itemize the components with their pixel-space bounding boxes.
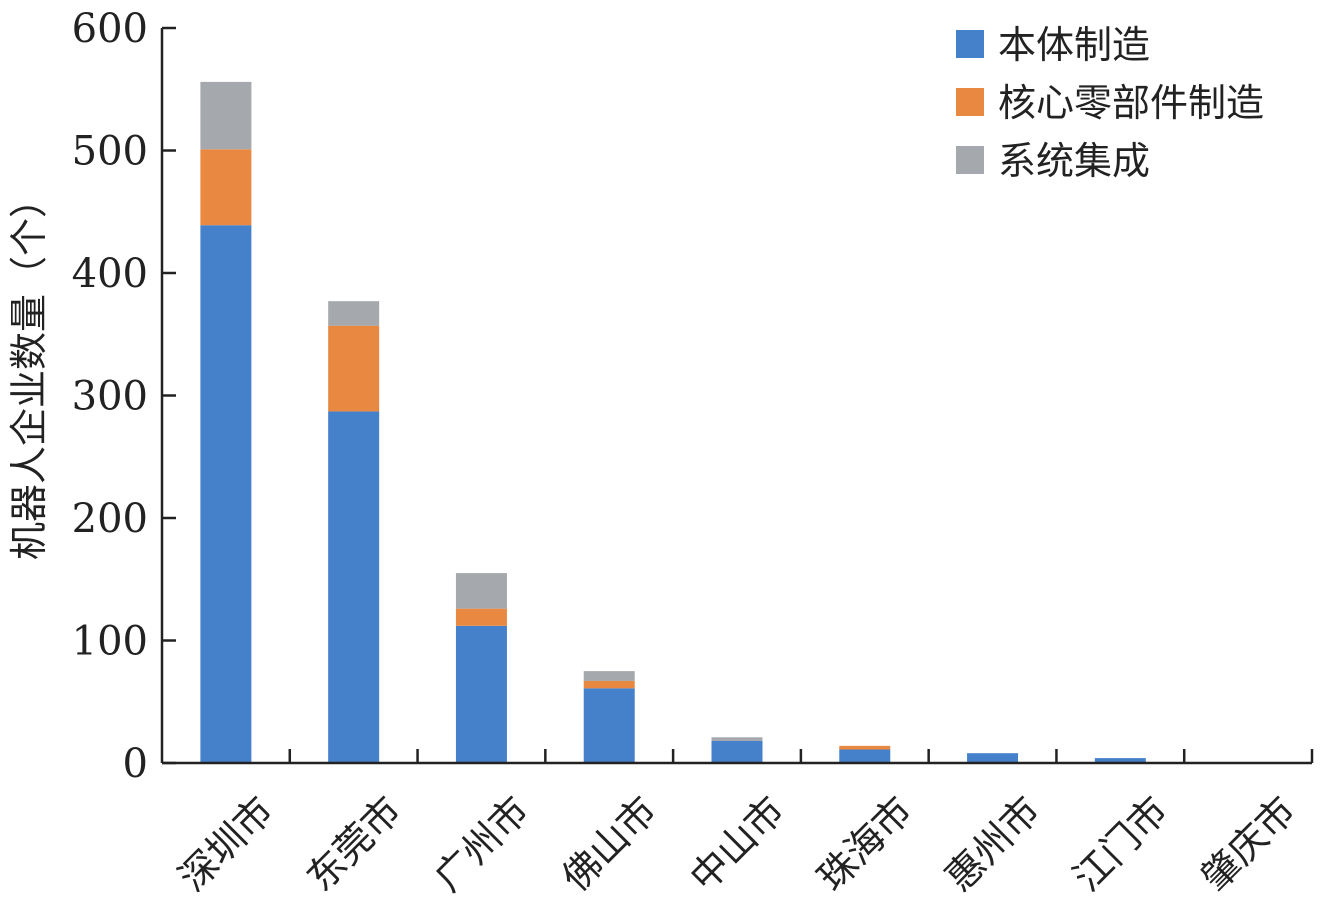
bar-segment [328, 411, 380, 763]
y-tick-label: 600 [72, 6, 148, 52]
bar-segment [200, 81, 252, 150]
bar-segment [328, 325, 380, 412]
legend-label: 核心零部件制造 [998, 81, 1264, 125]
y-axis-label: 机器人企业数量（个） [7, 180, 51, 560]
bar-segment [839, 749, 891, 763]
legend-swatch [956, 88, 984, 116]
y-tick-label: 100 [72, 619, 148, 665]
bar-segment [455, 608, 507, 626]
legend-label: 本体制造 [998, 23, 1150, 67]
x-category-label: 佛山市 [554, 788, 666, 900]
bar-segment [583, 671, 635, 681]
x-category-label: 深圳市 [170, 788, 282, 900]
bar-segment [583, 680, 635, 689]
y-tick-label: 500 [72, 129, 148, 175]
x-category-label: 江门市 [1065, 788, 1177, 900]
legend-swatch [956, 146, 984, 174]
x-category-label: 广州市 [426, 788, 538, 900]
y-ticks-group: 0 100 200 300 400 500 600 [72, 6, 176, 787]
bar-segment [455, 625, 507, 763]
x-category-label: 珠海市 [809, 788, 921, 900]
bar-segment [200, 225, 252, 764]
x-ticks-group: 深圳市 东莞市 广州市 佛山市 中山市 珠海市 惠州市 江门市 肇庆市 [170, 749, 1314, 900]
legend-label: 系统集成 [998, 139, 1150, 183]
y-tick-label: 0 [123, 741, 148, 787]
x-category-label: 惠州市 [937, 788, 1049, 900]
legend-swatch [956, 30, 984, 58]
x-category-label: 东莞市 [298, 788, 410, 900]
x-category-label: 中山市 [681, 788, 793, 900]
bars-group [200, 81, 1146, 764]
y-tick-label: 200 [72, 496, 148, 542]
bar-segment [711, 737, 763, 741]
y-tick-label: 300 [72, 374, 148, 420]
bar-segment [583, 688, 635, 763]
bar-segment [839, 745, 891, 750]
bar-segment [328, 301, 380, 326]
bar-segment [200, 149, 252, 226]
bar-segment [455, 573, 507, 609]
y-tick-label: 400 [72, 251, 148, 297]
bar-segment [1094, 758, 1146, 763]
bar-segment [967, 753, 1019, 763]
x-category-label: 肇庆市 [1193, 788, 1305, 900]
bar-segment [711, 740, 763, 763]
